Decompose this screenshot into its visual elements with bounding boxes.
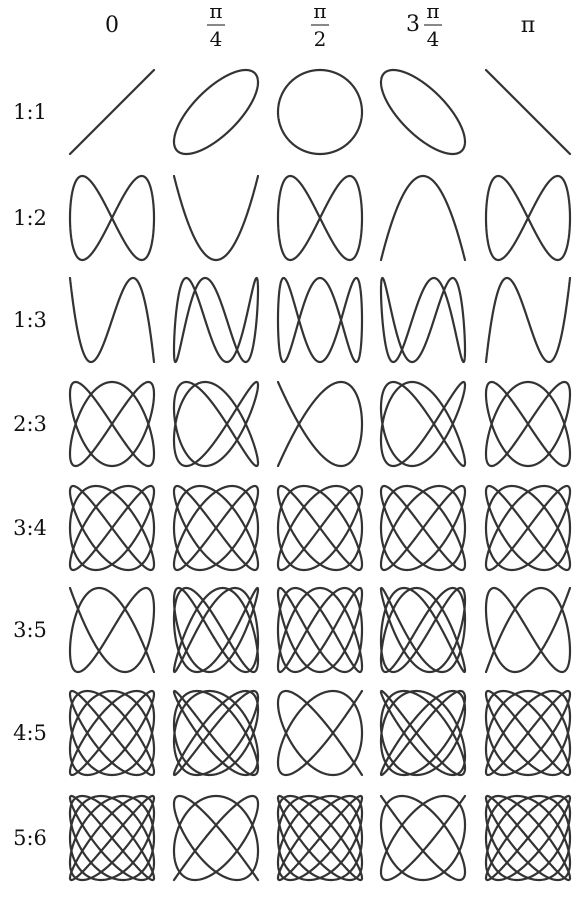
lissajous-curve	[172, 689, 260, 777]
phase-header: π	[521, 13, 535, 38]
ratio-label: 1:3	[13, 308, 47, 332]
lissajous-curve	[379, 68, 467, 156]
phase-header-text: 0	[105, 13, 119, 38]
ratio-label: 5:6	[13, 826, 47, 850]
lissajous-curve	[276, 484, 364, 572]
lissajous-curve	[484, 380, 572, 468]
lissajous-curve	[68, 68, 156, 156]
lissajous-curve	[276, 276, 364, 364]
ratio-label: 3:5	[13, 618, 47, 642]
lissajous-curve	[276, 174, 364, 262]
lissajous-curve	[172, 484, 260, 572]
phase-header: 0	[105, 13, 119, 38]
lissajous-curve	[276, 380, 364, 468]
lissajous-curve	[172, 586, 260, 674]
lissajous-curve	[68, 484, 156, 572]
lissajous-curve	[379, 484, 467, 572]
curve-grid	[68, 68, 572, 882]
lissajous-curve	[172, 68, 260, 156]
lissajous-curve	[276, 794, 364, 882]
lissajous-curve	[276, 586, 364, 674]
lissajous-curve	[484, 586, 572, 674]
lissajous-curve	[68, 689, 156, 777]
ratio-label: 3:4	[13, 516, 47, 540]
lissajous-curve	[68, 586, 156, 674]
lissajous-curve	[172, 276, 260, 364]
phase-header: π2	[311, 0, 329, 51]
phase-header-text: π	[521, 13, 535, 38]
lissajous-curve	[379, 794, 467, 882]
ratio-label: 1:1	[13, 100, 47, 124]
lissajous-curve	[68, 794, 156, 882]
phase-header-numerator: π	[313, 0, 326, 23]
phase-header: 3π 4	[406, 0, 442, 51]
lissajous-curve	[484, 484, 572, 572]
lissajous-curve	[484, 689, 572, 777]
lissajous-curve	[172, 794, 260, 882]
lissajous-curve	[379, 276, 467, 364]
phase-header-prefix: 3	[406, 12, 420, 37]
lissajous-curve	[484, 794, 572, 882]
phase-header: π4	[207, 0, 225, 51]
ratio-label: 1:2	[13, 206, 47, 230]
lissajous-curve	[379, 174, 467, 262]
lissajous-curve	[484, 174, 572, 262]
phase-header-numerator: π	[209, 0, 222, 23]
phase-header-numerator: π	[426, 0, 439, 23]
lissajous-curve	[276, 68, 364, 156]
ratio-label: 4:5	[13, 721, 47, 745]
lissajous-curve	[379, 689, 467, 777]
ratio-labels: 1:1 1:2 1:3 2:3 3:4 3:5 4:5 5:6	[13, 100, 47, 850]
phase-header-denominator: 4	[427, 27, 440, 51]
lissajous-curve	[379, 586, 467, 674]
lissajous-curve	[68, 380, 156, 468]
lissajous-curve	[172, 380, 260, 468]
lissajous-curve	[484, 276, 572, 364]
lissajous-curve	[68, 174, 156, 262]
lissajous-curve	[68, 276, 156, 364]
lissajous-curve	[379, 380, 467, 468]
lissajous-curve	[484, 68, 572, 156]
phase-header-denominator: 4	[210, 27, 223, 51]
phase-header-denominator: 2	[314, 27, 327, 51]
ratio-label: 2:3	[13, 412, 47, 436]
lissajous-curve	[172, 174, 260, 262]
lissajous-curve	[276, 689, 364, 777]
